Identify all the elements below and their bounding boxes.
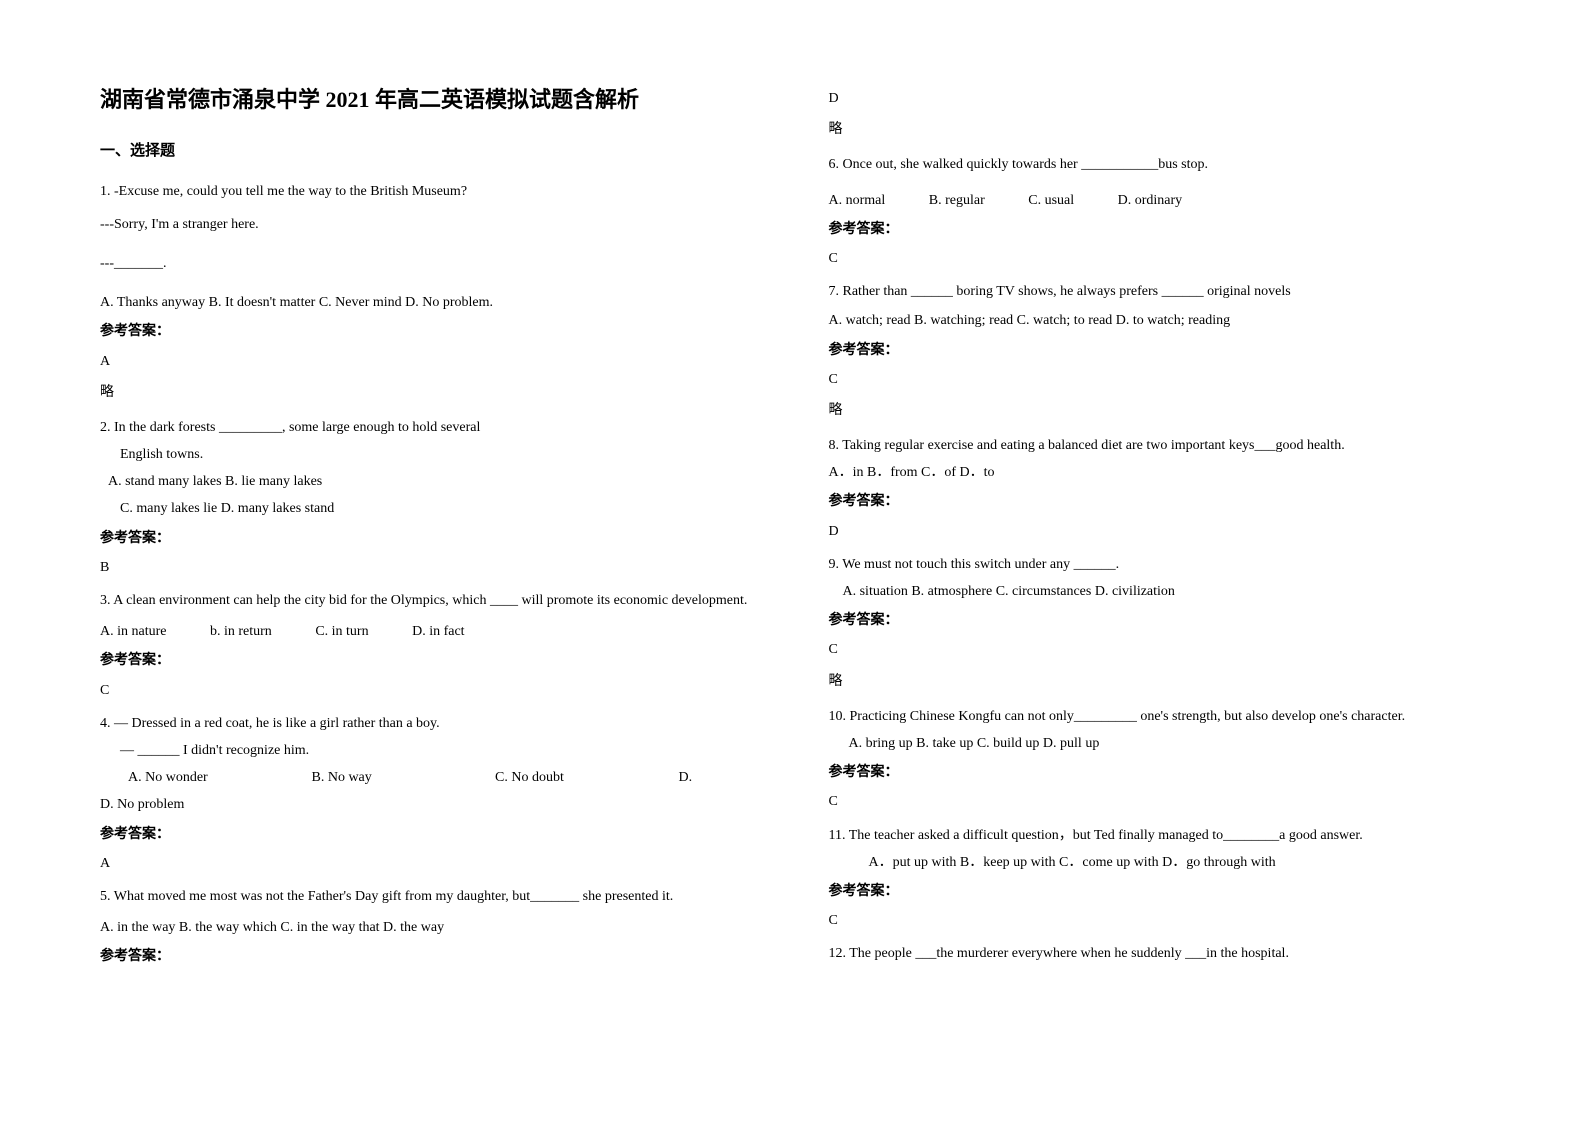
q4-opt-d: D. No problem <box>100 792 769 817</box>
q2-line1: 2. In the dark forests _________, some l… <box>100 415 769 440</box>
section-heading: 一、选择题 <box>100 138 769 165</box>
q10-line1: 10. Practicing Chinese Kongfu can not on… <box>829 704 1498 729</box>
question-1: 1. -Excuse me, could you tell me the way… <box>100 179 769 405</box>
q6-line1: 6. Once out, she walked quickly towards … <box>829 152 1498 177</box>
q4-answer: A <box>100 851 769 876</box>
document-title: 湖南省常德市涌泉中学 2021 年高二英语模拟试题含解析 <box>100 80 769 120</box>
answer-label: 参考答案： <box>100 648 769 673</box>
q4-opt-c: C. No doubt <box>495 765 675 790</box>
q2-opts-a: A. stand many lakes B. lie many lakes <box>100 469 769 494</box>
q1-line3: ---_______. <box>100 251 769 276</box>
q2-answer: B <box>100 555 769 580</box>
answer-label: 参考答案： <box>829 338 1498 363</box>
question-7: 7. Rather than ______ boring TV shows, h… <box>829 279 1498 423</box>
q4-opt-a: A. No wonder <box>100 765 308 790</box>
question-9: 9. We must not touch this switch under a… <box>829 552 1498 694</box>
q1-options: A. Thanks anyway B. It doesn't matter C.… <box>100 290 769 315</box>
answer-label: 参考答案： <box>100 526 769 551</box>
q5-answer: D <box>829 86 1498 111</box>
q3-opt-b: b. in return <box>210 619 272 644</box>
q4-line2: — ______ I didn't recognize him. <box>100 738 769 763</box>
q3-line1: 3. A clean environment can help the city… <box>100 588 769 613</box>
answer-label: 参考答案： <box>100 822 769 847</box>
q1-line2: ---Sorry, I'm a stranger here. <box>100 212 769 237</box>
answer-label: 参考答案： <box>100 319 769 344</box>
q6-opt-c: C. usual <box>1028 188 1074 213</box>
answer-label: 参考答案： <box>829 217 1498 242</box>
q8-options: A．in B．from C．of D．to <box>829 460 1498 485</box>
q6-opt-d: D. ordinary <box>1118 188 1183 213</box>
answer-label: 参考答案： <box>829 760 1498 785</box>
q8-answer: D <box>829 519 1498 544</box>
q9-options: A. situation B. atmosphere C. circumstan… <box>829 579 1498 604</box>
q11-options: A．put up with B．keep up with C．come up w… <box>829 850 1498 875</box>
omit-text: 略 <box>100 380 769 405</box>
q2-line2: English towns. <box>100 442 769 467</box>
answer-label: 参考答案： <box>829 608 1498 633</box>
q3-opt-a: A. in nature <box>100 619 166 644</box>
question-2: 2. In the dark forests _________, some l… <box>100 415 769 580</box>
q3-options: A. in nature b. in return C. in turn D. … <box>100 619 769 644</box>
question-10: 10. Practicing Chinese Kongfu can not on… <box>829 704 1498 815</box>
omit-text: 略 <box>829 398 1498 423</box>
q9-line1: 9. We must not touch this switch under a… <box>829 552 1498 577</box>
q8-line1: 8. Taking regular exercise and eating a … <box>829 433 1498 458</box>
q3-answer: C <box>100 678 769 703</box>
q1-answer: A <box>100 349 769 374</box>
question-12: 12. The people ___the murderer everywher… <box>829 941 1498 966</box>
q1-line1: 1. -Excuse me, could you tell me the way… <box>100 179 769 204</box>
q2-opts-b: C. many lakes lie D. many lakes stand <box>100 496 769 521</box>
right-column: D 略 6. Once out, she walked quickly towa… <box>829 80 1498 977</box>
left-column: 湖南省常德市涌泉中学 2021 年高二英语模拟试题含解析 一、选择题 1. -E… <box>100 80 769 977</box>
answer-label: 参考答案： <box>829 879 1498 904</box>
q11-line1: 11. The teacher asked a difficult questi… <box>829 823 1498 848</box>
q4-opt-b: B. No way <box>312 765 492 790</box>
question-6: 6. Once out, she walked quickly towards … <box>829 152 1498 271</box>
q11-answer: C <box>829 908 1498 933</box>
q6-opt-a: A. normal <box>829 188 886 213</box>
question-8: 8. Taking regular exercise and eating a … <box>829 433 1498 544</box>
q9-answer: C <box>829 637 1498 662</box>
question-5: 5. What moved me most was not the Father… <box>100 884 769 970</box>
q12-line1: 12. The people ___the murderer everywher… <box>829 941 1498 966</box>
q4-line1: 4. — Dressed in a red coat, he is like a… <box>100 711 769 736</box>
answer-label: 参考答案： <box>829 489 1498 514</box>
q5-line1: 5. What moved me most was not the Father… <box>100 884 769 909</box>
omit-text: 略 <box>829 669 1498 694</box>
q7-answer: C <box>829 367 1498 392</box>
q7-line1: 7. Rather than ______ boring TV shows, h… <box>829 279 1498 304</box>
q7-options: A. watch; read B. watching; read C. watc… <box>829 308 1498 333</box>
answer-label: 参考答案： <box>100 944 769 969</box>
q6-options: A. normal B. regular C. usual D. ordinar… <box>829 188 1498 213</box>
question-3: 3. A clean environment can help the city… <box>100 588 769 703</box>
q4-options-row: A. No wonder B. No way C. No doubt D. <box>100 765 769 790</box>
q3-opt-c: C. in turn <box>315 619 368 644</box>
q5-options: A. in the way B. the way which C. in the… <box>100 915 769 940</box>
question-11: 11. The teacher asked a difficult questi… <box>829 823 1498 934</box>
question-4: 4. — Dressed in a red coat, he is like a… <box>100 711 769 876</box>
q10-options: A. bring up B. take up C. build up D. pu… <box>829 731 1498 756</box>
q3-opt-d: D. in fact <box>412 619 464 644</box>
page: 湖南省常德市涌泉中学 2021 年高二英语模拟试题含解析 一、选择题 1. -E… <box>0 0 1587 977</box>
omit-text: 略 <box>829 117 1498 142</box>
q6-answer: C <box>829 246 1498 271</box>
q10-answer: C <box>829 789 1498 814</box>
q4-opt-d-letter: D. <box>679 765 693 790</box>
q6-opt-b: B. regular <box>929 188 985 213</box>
